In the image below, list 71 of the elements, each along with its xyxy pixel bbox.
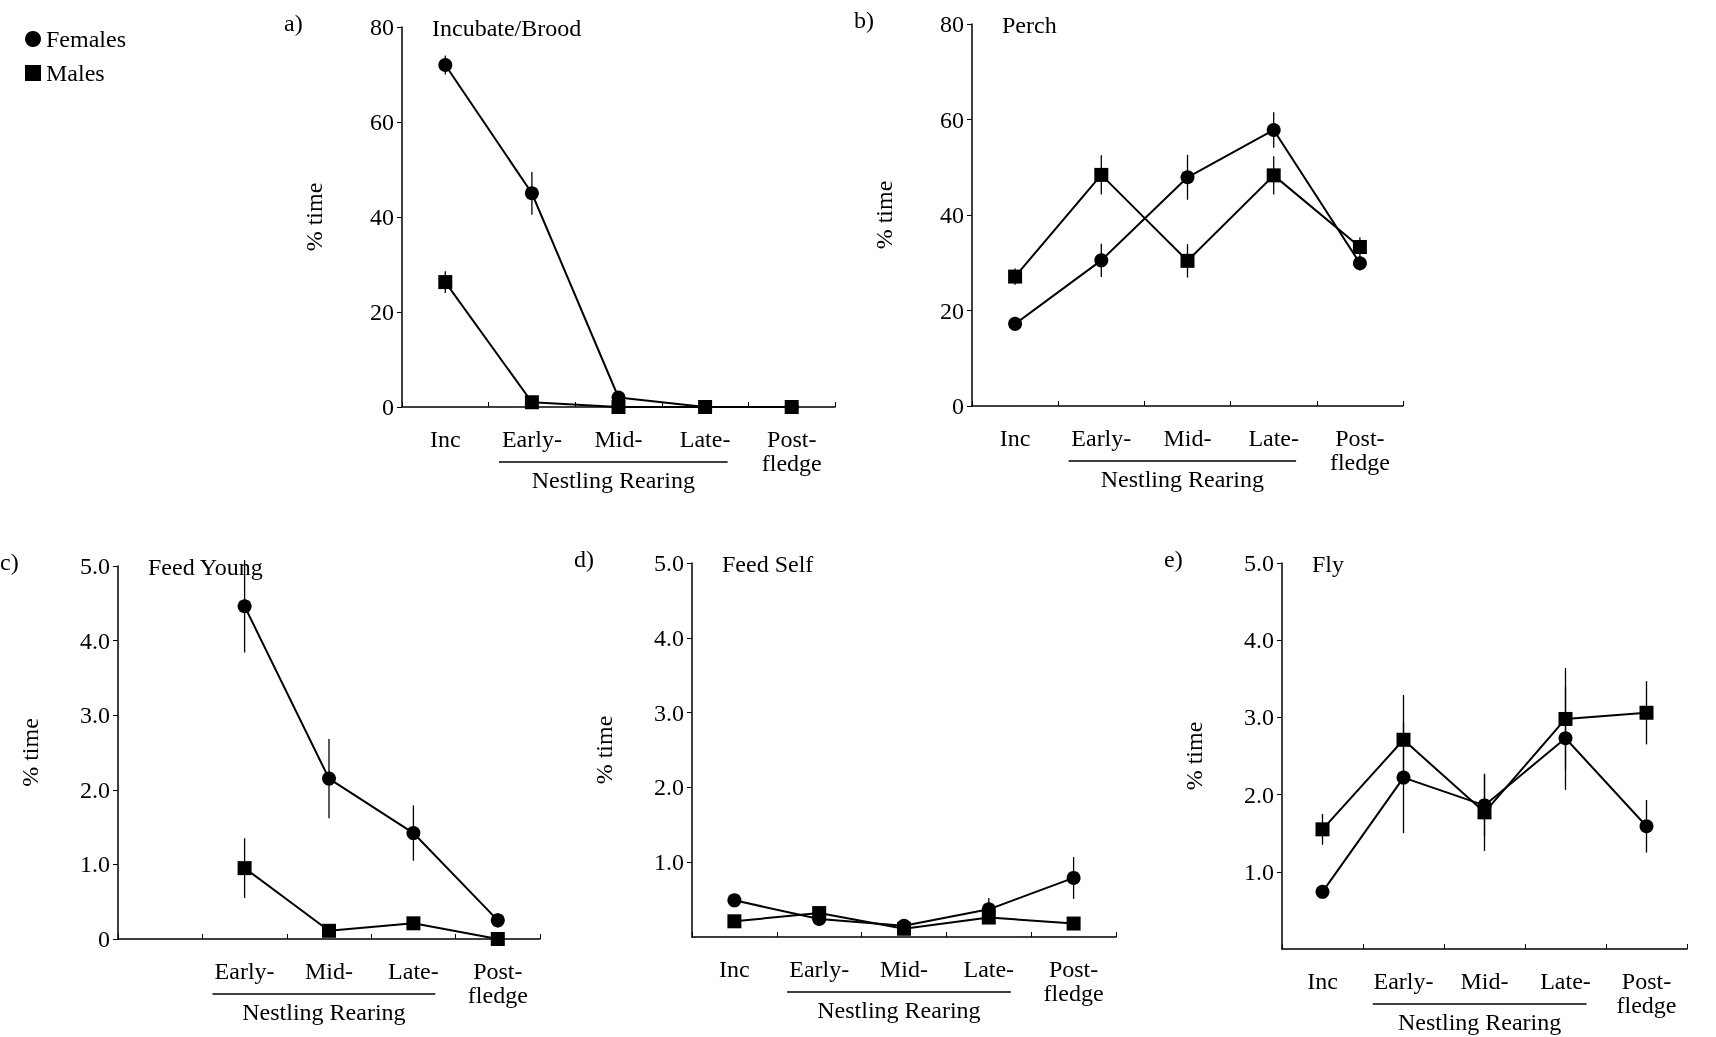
y-tick-label: 5.0 (654, 550, 684, 576)
x-tick-label: Mid- (880, 956, 929, 982)
y-tick-label: 1.0 (80, 851, 110, 878)
x-tick-label: Mid- (305, 958, 354, 984)
x-tick-label: Mid- (1163, 425, 1212, 451)
y-tick-label: 2.0 (654, 774, 684, 801)
x-tick-label: Post- fledge (1043, 956, 1104, 1006)
x-tick-label: Late- (679, 426, 731, 452)
y-axis-title: % time (871, 180, 897, 250)
y-tick-label: 5.0 (80, 553, 110, 579)
x-tick-label: Early- (789, 956, 850, 982)
x-tick-label: Inc (719, 956, 750, 982)
y-tick-label: 4.0 (80, 627, 110, 654)
chart-title: Perch (1002, 12, 1057, 38)
y-tick-label: 0 (98, 926, 110, 952)
y-axis-title: % time (301, 182, 327, 252)
x-tick-label: Late- (963, 956, 1015, 982)
x-tick-label: Inc (999, 425, 1031, 451)
text: e) (1164, 546, 1183, 572)
x-tick-label: Mid- (1460, 968, 1509, 994)
y-axis-title: % time (591, 715, 617, 785)
y-tick-label: 3.0 (654, 699, 684, 726)
text: Nestling Rearing (531, 467, 695, 493)
y-tick-label: 3.0 (1244, 704, 1274, 731)
y-tick-label: 2.0 (80, 776, 110, 803)
y-tick-label: 40 (940, 202, 964, 228)
x-tick-label: Late- (388, 958, 439, 984)
x-tick-label: Inc (1307, 968, 1338, 994)
y-tick-label: 1.0 (654, 849, 684, 876)
y-tick-label: 60 (370, 109, 394, 135)
chart-title: Fly (1312, 551, 1345, 577)
y-tick-label: 1.0 (1244, 858, 1274, 885)
text: c) (0, 549, 19, 575)
x-tick-label: Early- (214, 958, 275, 984)
chart-title: Incubate/Brood (432, 15, 582, 41)
x-tick-label: Post- fledge (1616, 968, 1677, 1018)
text: Nestling Rearing (1100, 466, 1264, 492)
legend-label: Females (46, 26, 126, 52)
y-axis-title: % time (17, 718, 43, 787)
y-tick-label: 3.0 (80, 702, 110, 729)
text: Nestling Rearing (817, 997, 981, 1023)
y-tick-label: 0 (382, 394, 394, 420)
x-tick-label: Post- fledge (467, 958, 528, 1008)
x-tick-label: Post- fledge (761, 426, 822, 476)
x-tick-label: Early- (1071, 425, 1132, 451)
chart-title: Feed Self (722, 551, 814, 577)
legend-label: Males (46, 60, 105, 86)
y-tick-label: 80 (370, 14, 394, 40)
y-axis-title: % time (1181, 721, 1207, 791)
y-tick-label: 2.0 (1244, 781, 1274, 808)
text: b) (854, 7, 874, 33)
x-tick-label: Mid- (594, 426, 643, 452)
y-tick-label: 4.0 (654, 624, 684, 651)
x-tick-label: Post- fledge (1329, 425, 1390, 475)
text: Nestling Rearing (1397, 1009, 1562, 1035)
y-tick-label: 20 (940, 297, 964, 324)
y-tick-label: 40 (370, 204, 394, 230)
y-tick-label: 0 (952, 393, 964, 419)
y-tick-label: 20 (370, 299, 394, 325)
x-tick-label: Inc (429, 426, 461, 452)
x-tick-label: Early- (501, 426, 562, 452)
x-tick-label: Late- (1248, 425, 1300, 451)
y-tick-label: 80 (940, 11, 964, 37)
y-tick-label: 60 (940, 106, 964, 133)
text: Nestling Rearing (242, 999, 406, 1025)
x-tick-label: Early- (1373, 968, 1434, 994)
y-tick-label: 5.0 (1244, 550, 1274, 576)
y-tick-label: 4.0 (1244, 627, 1274, 654)
text: a) (284, 10, 303, 36)
text: d) (574, 546, 594, 572)
x-tick-label: Late- (1540, 968, 1591, 994)
